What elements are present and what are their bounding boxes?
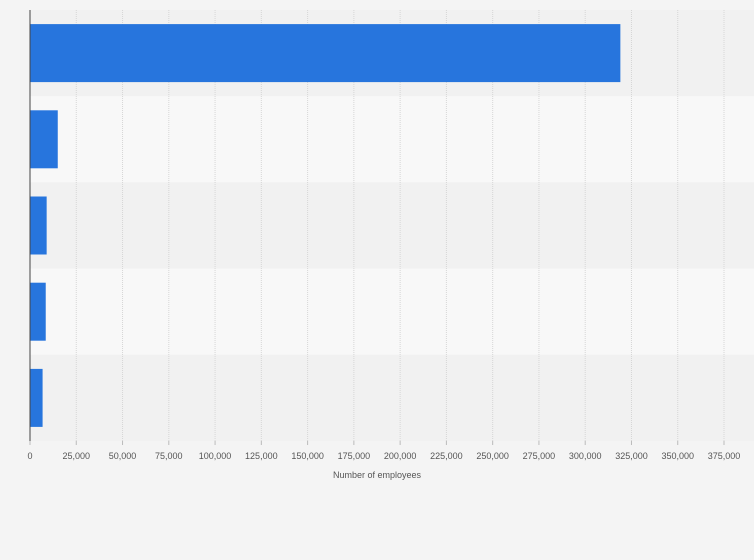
row-bands	[30, 10, 754, 441]
bars	[30, 24, 621, 427]
bar	[30, 282, 46, 341]
x-tick-label: 325,000	[615, 451, 648, 461]
x-axis-ticks: 0 25,000 50,000 75,000 100,000 125,000 150,000…	[27, 441, 740, 461]
x-tick-label: 300,000	[569, 451, 602, 461]
row-band	[30, 268, 754, 355]
x-tick-label: 125,000	[245, 451, 278, 461]
x-tick-label: 375,000	[708, 451, 741, 461]
x-tick-label: 100,000	[199, 451, 232, 461]
x-tick-label: 50,000	[109, 451, 137, 461]
row-band	[30, 96, 754, 183]
x-axis-title: Number of employees	[333, 470, 422, 480]
x-tick-label: 200,000	[384, 451, 417, 461]
bar	[30, 24, 621, 83]
x-tick-label: 225,000	[430, 451, 463, 461]
x-tick-label: 75,000	[155, 451, 183, 461]
bar	[30, 196, 47, 255]
x-tick-label: 275,000	[523, 451, 556, 461]
x-tick-label: 175,000	[338, 451, 371, 461]
row-band	[30, 354, 754, 441]
x-tick-label: 250,000	[476, 451, 509, 461]
x-tick-label: 150,000	[291, 451, 324, 461]
x-tick-label: 0	[27, 451, 32, 461]
row-band	[30, 182, 754, 269]
x-tick-label: 25,000	[63, 451, 91, 461]
bar	[30, 368, 43, 427]
x-tick-label: 350,000	[661, 451, 694, 461]
bar	[30, 110, 58, 169]
